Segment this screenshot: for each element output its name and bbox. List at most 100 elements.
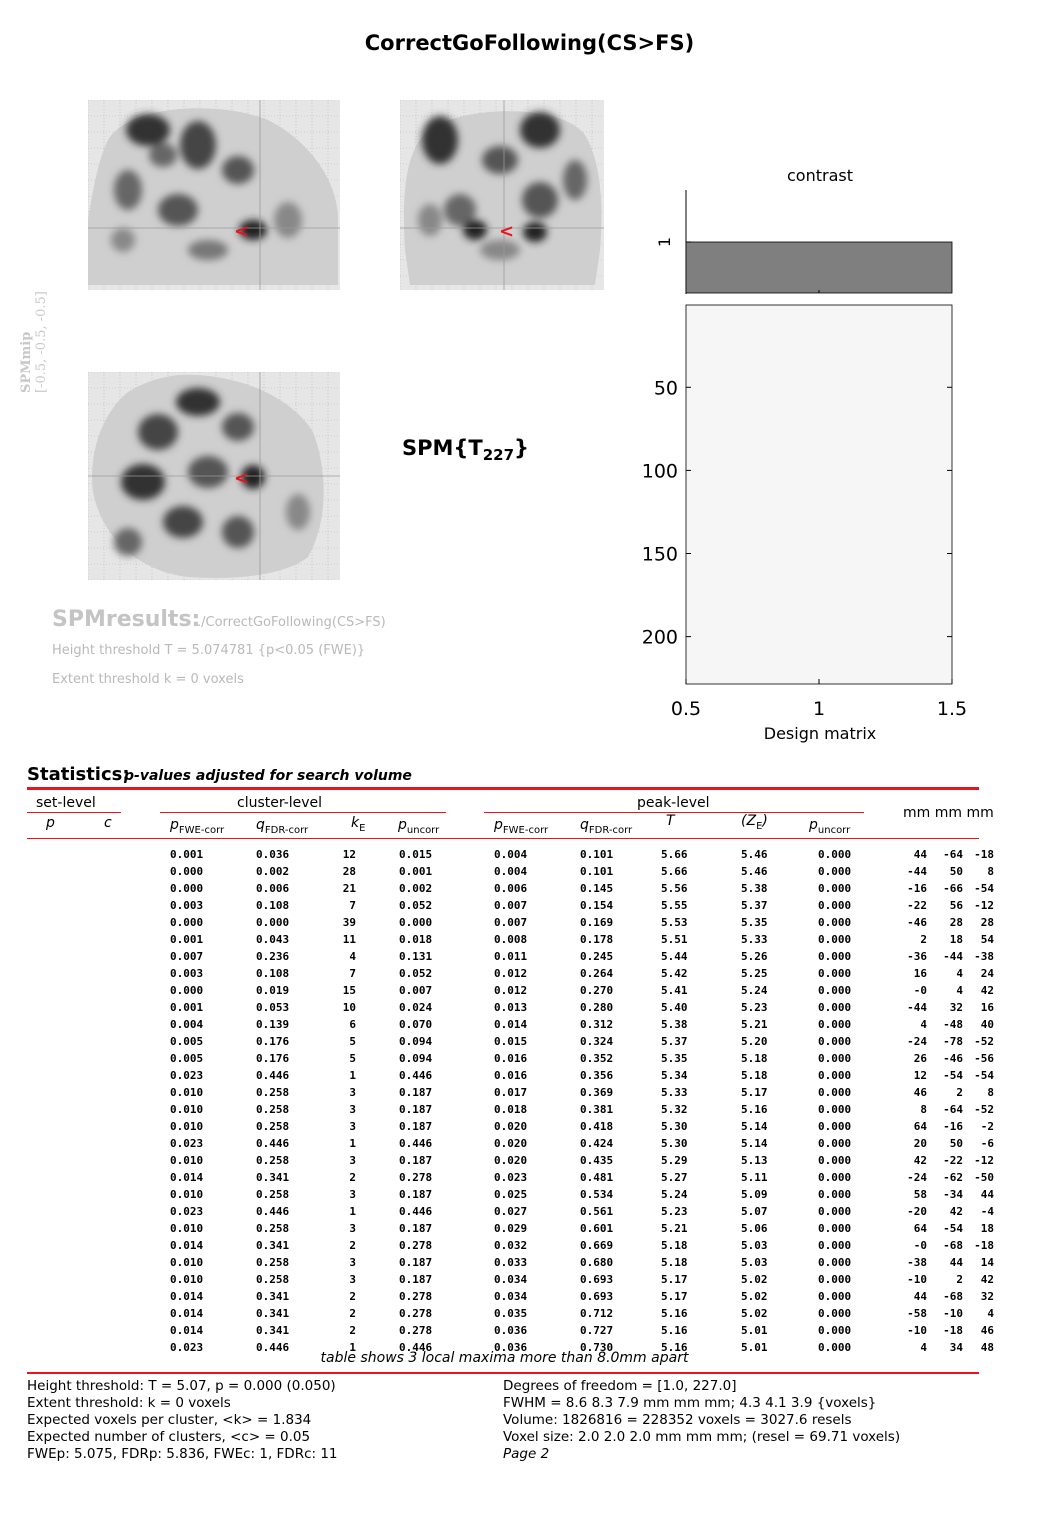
cell-coord-y: -62 [943,1171,963,1184]
cell-coord-z: 54 [980,933,994,946]
cell-cluster-punc: 0.278 [399,1307,433,1320]
mip-marker: < [234,468,249,489]
cell-peak-z: 5.17 [741,1086,768,1099]
table-row: 0.001 0.043 11 0.018 0.008 0.178 5.51 5.33 0.000… [0,933,1059,950]
dm-y-tick-0: 50 [654,377,678,399]
cell-cluster-qfdr: 0.036 [256,848,290,861]
cell-peak-t: 5.35 [661,1052,688,1065]
cell-coord-z: 18 [980,1222,994,1235]
cell-cluster-qfdr: 0.019 [256,984,290,997]
cell-peak-pfwe: 0.036 [494,1324,528,1337]
cell-cluster-pfwe: 0.001 [170,933,204,946]
cell-peak-z: 5.02 [741,1307,768,1320]
cell-coord-y: -78 [943,1035,963,1048]
cell-peak-punc: 0.000 [818,882,852,895]
cell-coord-y: 4 [956,967,963,980]
cell-cluster-pfwe: 0.000 [170,916,204,929]
table-row: 0.023 0.446 1 0.446 0.027 0.561 5.23 5.07 0.000 -… [0,1205,1059,1222]
cell-peak-punc: 0.000 [818,1018,852,1031]
cell-cluster-punc: 0.446 [399,1341,433,1354]
cell-cluster-k: 2 [349,1324,356,1337]
cell-cluster-k: 3 [349,1120,356,1133]
dm-y-tick-3: 200 [642,627,678,649]
cell-coord-z: 4 [987,1307,994,1320]
cell-coord-z: -54 [974,1069,994,1082]
results-extent-threshold: Extent threshold k = 0 voxels [52,672,244,687]
cell-cluster-punc: 0.278 [399,1290,433,1303]
cell-peak-pfwe: 0.016 [494,1069,528,1082]
cell-coord-z: -18 [974,848,994,861]
cell-cluster-pfwe: 0.010 [170,1154,204,1167]
cell-cluster-punc: 0.018 [399,933,433,946]
cell-peak-qfdr: 0.424 [580,1137,614,1150]
cell-coord-y: -46 [943,1052,963,1065]
mip-label: SPMmip [-0.5, -0.5, -0.5] [18,285,50,395]
cell-peak-qfdr: 0.245 [580,950,614,963]
cell-peak-pfwe: 0.034 [494,1273,528,1286]
cell-cluster-k: 1 [349,1341,356,1354]
cell-peak-qfdr: 0.369 [580,1086,614,1099]
table-row: 0.004 0.139 6 0.070 0.014 0.312 5.38 5.21 0.000 4… [0,1018,1059,1035]
cell-coord-z: 42 [980,1273,994,1286]
cell-peak-pfwe: 0.036 [494,1341,528,1354]
cell-peak-z: 5.35 [741,916,768,929]
table-row: 0.010 0.258 3 0.187 0.033 0.680 5.18 5.03 0.000 -… [0,1256,1059,1273]
cell-peak-pfwe: 0.008 [494,933,528,946]
cell-peak-qfdr: 0.280 [580,1001,614,1014]
col-cluster-pfwe-sub: FWE-corr [178,824,225,836]
cell-peak-qfdr: 0.324 [580,1035,614,1048]
cell-peak-t: 5.17 [661,1273,688,1286]
dm-y-tick-2: 150 [642,544,678,566]
cell-coord-x: -10 [907,1273,927,1286]
cell-peak-punc: 0.000 [818,1188,852,1201]
cell-peak-pfwe: 0.007 [494,899,528,912]
cell-peak-punc: 0.000 [818,1154,852,1167]
cell-peak-pfwe: 0.006 [494,882,528,895]
cell-cluster-pfwe: 0.010 [170,1256,204,1269]
cell-cluster-punc: 0.052 [399,899,433,912]
cell-peak-z: 5.18 [741,1069,768,1082]
cell-peak-z: 5.02 [741,1290,768,1303]
cell-peak-pfwe: 0.027 [494,1205,528,1218]
cell-coord-z: 14 [980,1256,994,1269]
cell-peak-z: 5.46 [741,848,768,861]
cell-coord-x: 16 [913,967,927,980]
cell-coord-x: 4 [920,1018,927,1031]
col-peak-z-close: ) [762,813,768,829]
cell-peak-pfwe: 0.029 [494,1222,528,1235]
col-peak-punc: puncorr [809,817,850,836]
table-row: 0.000 0.002 28 0.001 0.004 0.101 5.66 5.46 0.000… [0,865,1059,882]
statistics-title: Statistics: [27,764,130,785]
cell-cluster-qfdr: 0.108 [256,899,290,912]
col-peak-z: (ZE) [741,813,768,832]
table-row: 0.014 0.341 2 0.278 0.034 0.693 5.17 5.02 0.000 4… [0,1290,1059,1307]
cell-cluster-pfwe: 0.010 [170,1222,204,1235]
cell-coord-x: -24 [907,1171,927,1184]
col-peak-pfwe-letter: p [494,817,503,833]
cell-peak-qfdr: 0.356 [580,1069,614,1082]
cell-peak-t: 5.66 [661,865,688,878]
cell-peak-pfwe: 0.004 [494,865,528,878]
results-height-threshold: Height threshold T = 5.074781 {p<0.05 (F… [52,643,366,658]
cell-cluster-punc: 0.000 [399,916,433,929]
col-cluster-k-sub: E [359,822,366,834]
cell-peak-z: 5.18 [741,1052,768,1065]
cell-coord-x: -58 [907,1307,927,1320]
cell-cluster-punc: 0.187 [399,1103,433,1116]
cell-cluster-pfwe: 0.003 [170,967,204,980]
cell-cluster-qfdr: 0.341 [256,1290,290,1303]
cell-coord-y: 44 [949,1256,963,1269]
design-matrix-image [685,304,953,685]
cell-coord-x: 64 [913,1120,927,1133]
cell-cluster-pfwe: 0.000 [170,882,204,895]
col-peak-z-open: (Z [741,813,757,829]
cell-coord-y: 4 [956,984,963,997]
cell-peak-qfdr: 0.435 [580,1154,614,1167]
cell-cluster-pfwe: 0.023 [170,1341,204,1354]
cell-peak-qfdr: 0.693 [580,1290,614,1303]
cell-cluster-pfwe: 0.007 [170,950,204,963]
cell-cluster-qfdr: 0.258 [256,1273,290,1286]
col-cluster-punc: puncorr [398,817,439,836]
cell-cluster-punc: 0.187 [399,1086,433,1099]
